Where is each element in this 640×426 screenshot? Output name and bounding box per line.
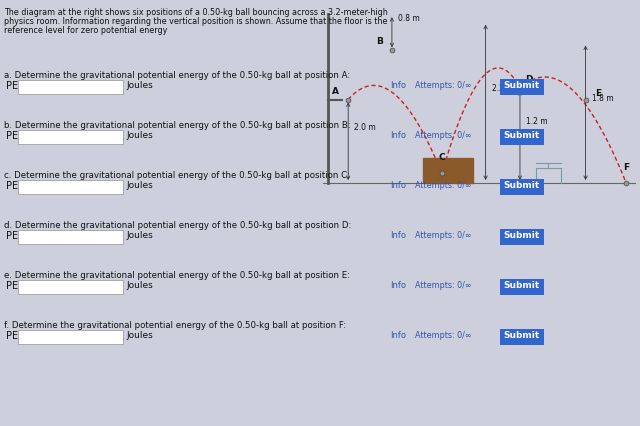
Text: a. Determine the gravitational potential energy of the 0.50-kg ball at position : a. Determine the gravitational potential… — [4, 71, 350, 80]
Text: Info: Info — [390, 282, 406, 291]
Text: 1.2 m: 1.2 m — [526, 117, 548, 126]
Text: C: C — [438, 153, 445, 162]
Text: 2.0 m: 2.0 m — [355, 123, 376, 132]
FancyBboxPatch shape — [18, 230, 123, 244]
Text: Attempts: 0/∞: Attempts: 0/∞ — [415, 331, 472, 340]
FancyBboxPatch shape — [500, 229, 544, 245]
Text: PE: PE — [6, 281, 18, 291]
Text: E: E — [595, 89, 601, 98]
Text: PE: PE — [6, 181, 18, 191]
FancyBboxPatch shape — [18, 80, 123, 94]
FancyBboxPatch shape — [500, 79, 544, 95]
Text: 0.8 m: 0.8 m — [398, 14, 420, 23]
FancyBboxPatch shape — [500, 179, 544, 195]
Text: Attempts: 0/∞: Attempts: 0/∞ — [415, 181, 472, 190]
Text: Info: Info — [390, 181, 406, 190]
Text: Joules: Joules — [126, 282, 153, 291]
Text: Joules: Joules — [126, 132, 153, 141]
Text: Attempts: 0/∞: Attempts: 0/∞ — [415, 231, 472, 241]
Text: reference level for zero potential energy: reference level for zero potential energ… — [4, 26, 168, 35]
Text: Joules: Joules — [126, 231, 153, 241]
Text: Info: Info — [390, 331, 406, 340]
Text: A: A — [332, 87, 339, 96]
Text: Joules: Joules — [126, 181, 153, 190]
Text: physics room. Information regarding the vertical position is shown. Assume that : physics room. Information regarding the … — [4, 17, 387, 26]
Text: 1.8 m: 1.8 m — [592, 94, 613, 104]
Text: Info: Info — [390, 231, 406, 241]
Text: d. Determine the gravitational potential energy of the 0.50-kg ball at position : d. Determine the gravitational potential… — [4, 221, 351, 230]
Text: Info: Info — [390, 81, 406, 90]
Text: Submit: Submit — [504, 331, 540, 340]
FancyBboxPatch shape — [500, 129, 544, 145]
Text: Joules: Joules — [126, 81, 153, 90]
Text: B: B — [376, 37, 383, 46]
Text: f. Determine the gravitational potential energy of the 0.50-kg ball at position : f. Determine the gravitational potential… — [4, 321, 346, 330]
Text: Attempts: 0/∞: Attempts: 0/∞ — [415, 282, 472, 291]
FancyBboxPatch shape — [18, 330, 123, 344]
FancyBboxPatch shape — [18, 180, 123, 194]
Text: Attempts: 0/∞: Attempts: 0/∞ — [415, 81, 472, 90]
Text: PE: PE — [6, 131, 18, 141]
Text: Submit: Submit — [504, 231, 540, 241]
Text: Submit: Submit — [504, 81, 540, 90]
Text: Submit: Submit — [504, 282, 540, 291]
Text: F: F — [623, 163, 629, 172]
Text: Submit: Submit — [504, 132, 540, 141]
Text: Attempts: 0/∞: Attempts: 0/∞ — [415, 132, 472, 141]
FancyBboxPatch shape — [18, 280, 123, 294]
Text: Info: Info — [390, 132, 406, 141]
FancyBboxPatch shape — [500, 279, 544, 295]
Text: The diagram at the right shows six positions of a 0.50-kg ball bouncing across a: The diagram at the right shows six posit… — [4, 8, 388, 17]
Text: PE: PE — [6, 231, 18, 241]
Text: PE: PE — [6, 331, 18, 341]
Text: 2.2 m: 2.2 m — [492, 84, 513, 93]
Text: D: D — [525, 75, 533, 84]
FancyBboxPatch shape — [500, 329, 544, 345]
Text: PE: PE — [6, 81, 18, 91]
Text: c. Determine the gravitational potential energy of the 0.50-kg ball at position : c. Determine the gravitational potential… — [4, 171, 350, 180]
Bar — [423, 158, 473, 183]
Text: e. Determine the gravitational potential energy of the 0.50-kg ball at position : e. Determine the gravitational potential… — [4, 271, 350, 280]
Text: Joules: Joules — [126, 331, 153, 340]
Text: Submit: Submit — [504, 181, 540, 190]
FancyBboxPatch shape — [18, 130, 123, 144]
Text: b. Determine the gravitational potential energy of the 0.50-kg ball at position : b. Determine the gravitational potential… — [4, 121, 351, 130]
